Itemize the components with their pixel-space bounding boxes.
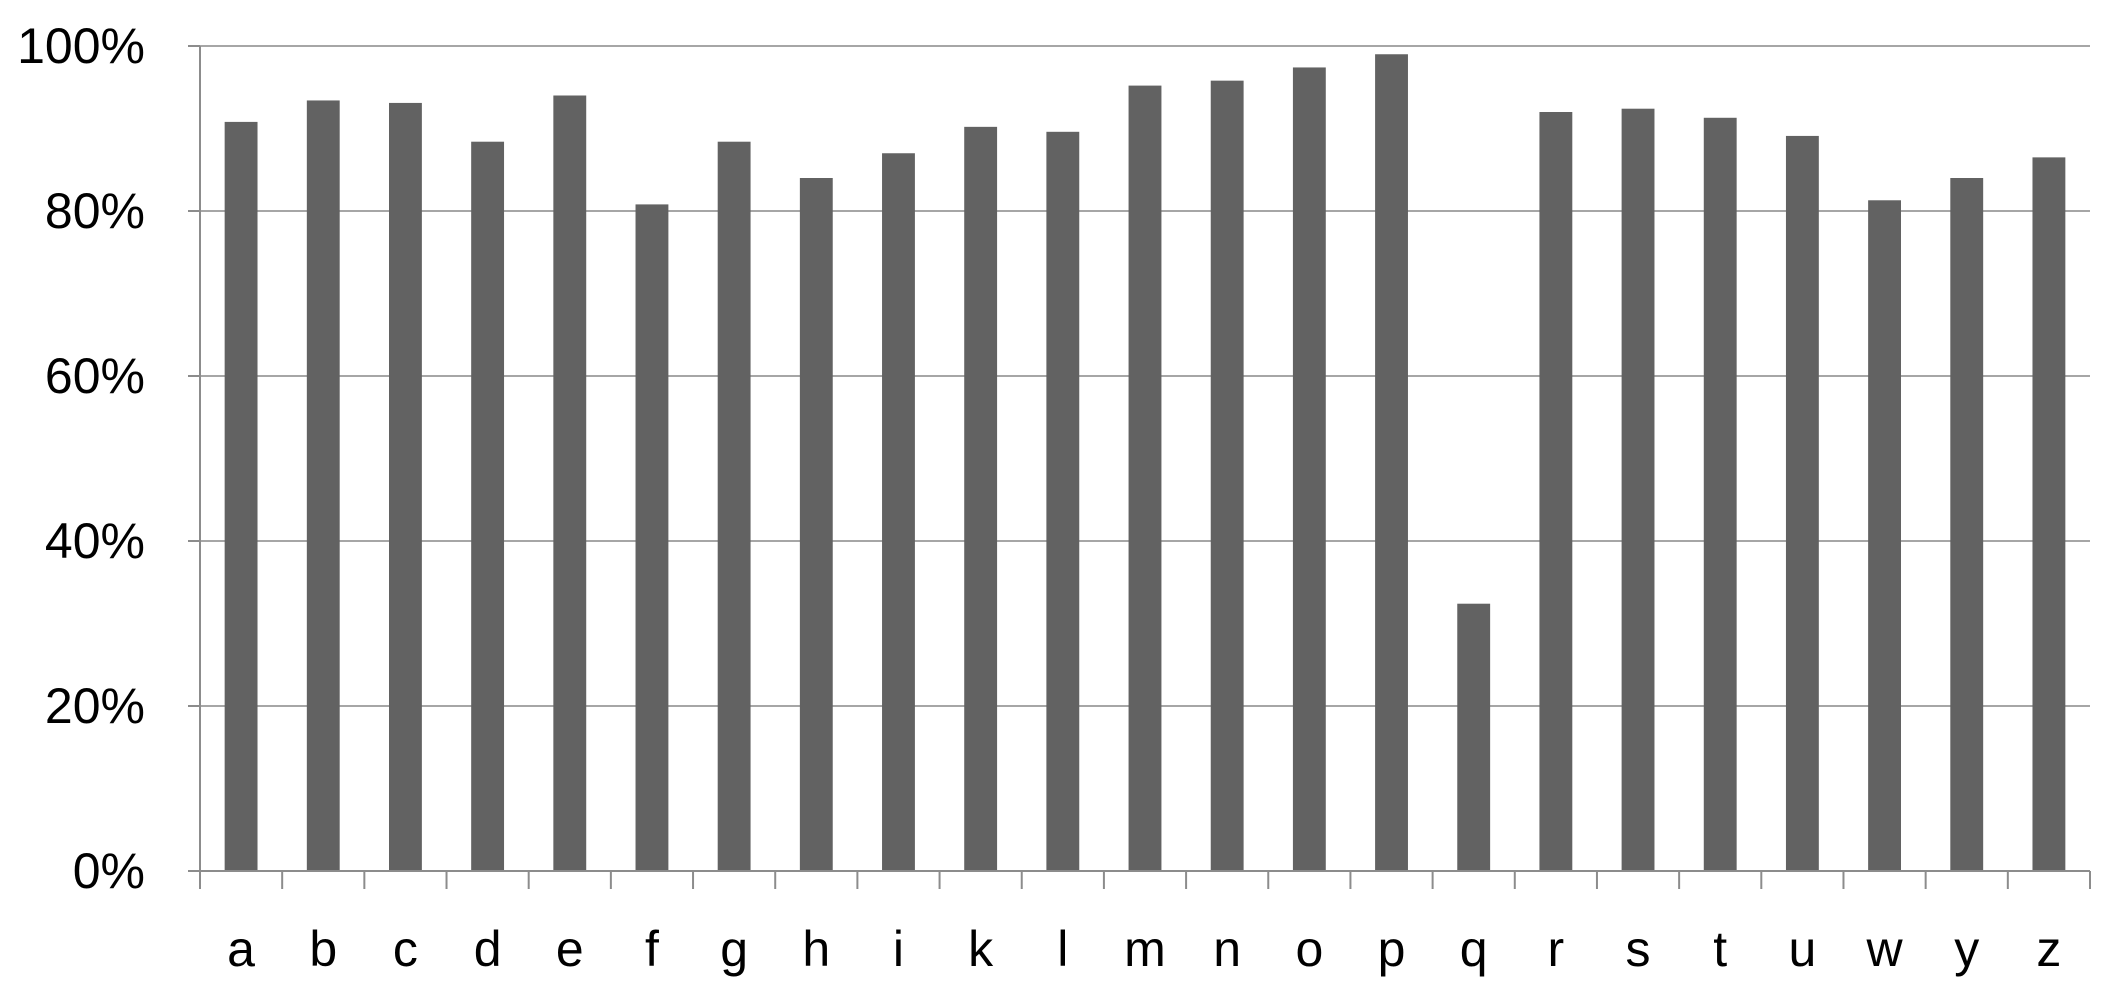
bar-z bbox=[2032, 157, 2066, 871]
bar-e bbox=[553, 95, 587, 871]
bar-y bbox=[1950, 178, 1984, 871]
x-tick-label-b: b bbox=[309, 921, 337, 977]
x-tick-label-q: q bbox=[1460, 921, 1488, 977]
x-tick-label-y: y bbox=[1954, 921, 1979, 977]
x-tick-label-w: w bbox=[1866, 921, 1904, 977]
bar-f bbox=[635, 204, 669, 871]
bar-r bbox=[1539, 112, 1573, 871]
x-tick-label-f: f bbox=[645, 921, 659, 977]
y-tick-label: 80% bbox=[45, 183, 145, 239]
bar-h bbox=[799, 178, 833, 871]
x-tick-label-s: s bbox=[1626, 921, 1651, 977]
x-tick-label-i: i bbox=[893, 921, 904, 977]
x-tick-label-l: l bbox=[1057, 921, 1068, 977]
x-tick-label-c: c bbox=[393, 921, 418, 977]
y-tick-label: 60% bbox=[45, 348, 145, 404]
bar-o bbox=[1292, 67, 1326, 871]
axes bbox=[188, 45, 2091, 889]
y-tick-label: 100% bbox=[17, 18, 145, 74]
bar-p bbox=[1375, 54, 1408, 871]
x-tick-label-o: o bbox=[1295, 921, 1323, 977]
bar-l bbox=[1046, 131, 1080, 872]
x-tick-label-h: h bbox=[802, 921, 830, 977]
bar-k bbox=[964, 126, 998, 872]
x-tick-label-r: r bbox=[1548, 921, 1565, 977]
y-tick-label: 40% bbox=[45, 513, 145, 569]
x-tick-label-e: e bbox=[556, 921, 584, 977]
bar-n bbox=[1210, 80, 1244, 871]
x-tick-label-u: u bbox=[1788, 921, 1816, 977]
bar-d bbox=[471, 141, 505, 871]
bar-a bbox=[224, 121, 258, 871]
x-tick-label-m: m bbox=[1124, 921, 1166, 977]
x-tick-label-n: n bbox=[1213, 921, 1241, 977]
x-tick-label-k: k bbox=[968, 921, 994, 977]
bar-i bbox=[882, 153, 915, 871]
x-tick-label-a: a bbox=[227, 921, 255, 977]
x-tick-label-p: p bbox=[1378, 921, 1406, 977]
bar-b bbox=[306, 100, 340, 871]
y-tick-labels: 0% 20% 40% 60% 80% 100% bbox=[17, 18, 145, 899]
bar-g bbox=[717, 141, 751, 871]
bar-t bbox=[1703, 117, 1737, 871]
x-tick-label-z: z bbox=[2036, 921, 2061, 977]
x-tick-label-d: d bbox=[474, 921, 502, 977]
x-tick-label-g: g bbox=[720, 921, 748, 977]
bar-c bbox=[389, 102, 422, 872]
bar-w bbox=[1868, 200, 1901, 871]
y-tick-label: 20% bbox=[45, 678, 145, 734]
bar-u bbox=[1785, 135, 1819, 872]
bar-s bbox=[1621, 108, 1655, 871]
y-tick-label: 0% bbox=[73, 843, 145, 899]
x-tick-label-t: t bbox=[1713, 921, 1727, 977]
bar-m bbox=[1128, 85, 1162, 872]
bar-q bbox=[1457, 603, 1491, 871]
bars bbox=[224, 54, 2066, 872]
